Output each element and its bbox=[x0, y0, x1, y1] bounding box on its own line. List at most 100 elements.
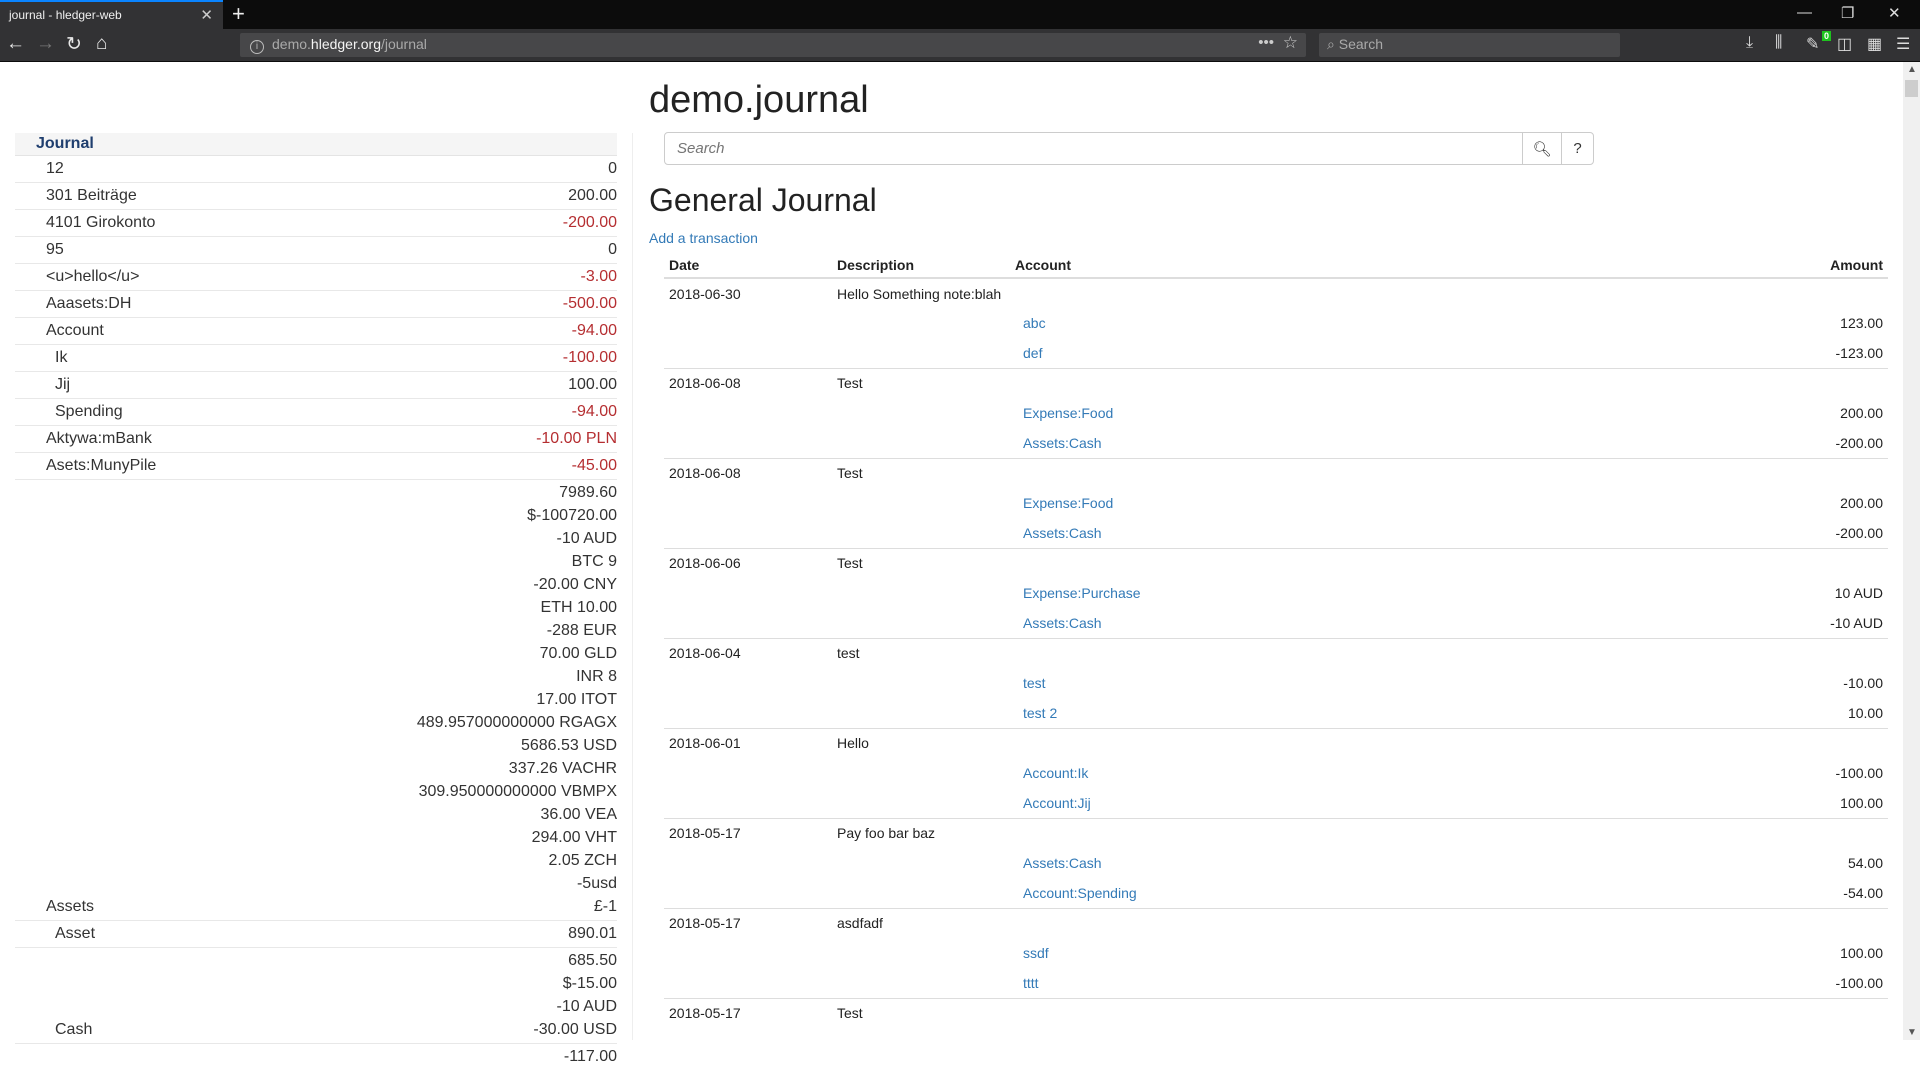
posting-account-link[interactable]: Assets:Cash bbox=[1023, 524, 1102, 541]
posting-amount: -123.00 bbox=[1835, 344, 1883, 361]
account-name[interactable]: Ik bbox=[15, 343, 265, 371]
posting-amount: 200.00 bbox=[1840, 405, 1883, 421]
transaction-row[interactable]: 2018-06-01 Hello bbox=[664, 727, 1888, 758]
account-name[interactable] bbox=[15, 1042, 265, 1070]
transaction-row[interactable]: 2018-06-08 Test bbox=[664, 367, 1888, 398]
transaction-row[interactable]: 2018-06-30 Hello Something note:blah bbox=[664, 277, 1888, 308]
posting-account-link[interactable]: Expense:Food bbox=[1023, 405, 1114, 421]
balance-amount: -10 AUD bbox=[556, 529, 617, 547]
minimize-icon[interactable]: — bbox=[1797, 4, 1812, 21]
transaction-row[interactable]: 2018-06-08 Test bbox=[664, 457, 1888, 488]
posting-account-link[interactable]: def bbox=[1023, 344, 1043, 361]
account-row: <u>hello</u> -3.00 bbox=[15, 262, 617, 290]
posting-amount: 123.00 bbox=[1840, 315, 1883, 331]
scroll-thumb[interactable] bbox=[1905, 80, 1918, 97]
posting-account-link[interactable]: Assets:Cash bbox=[1023, 434, 1102, 451]
transaction-description: Pay foo bar baz bbox=[832, 817, 1888, 848]
account-name[interactable]: 301 Beiträge bbox=[15, 181, 265, 209]
posting-account-link[interactable]: tttt bbox=[1023, 974, 1039, 991]
blank-cell bbox=[664, 938, 832, 968]
download-icon[interactable]: ⤓ bbox=[1746, 34, 1754, 51]
account-name[interactable]: Spending bbox=[15, 397, 265, 425]
balance-amount: 17.00 ITOT bbox=[536, 690, 617, 708]
posting-account-link[interactable]: Assets:Cash bbox=[1023, 855, 1102, 871]
blank-cell bbox=[832, 428, 1010, 458]
close-window-icon[interactable]: ✕ bbox=[1888, 5, 1901, 22]
forward-icon[interactable]: → bbox=[36, 33, 55, 54]
url-host: hledger.org bbox=[310, 36, 381, 52]
blank-cell bbox=[664, 578, 832, 608]
library-icon[interactable]: ⫼ bbox=[1775, 34, 1783, 51]
balance-amount: ETH 10.00 bbox=[540, 598, 617, 616]
balance-amount: -10 AUD bbox=[556, 997, 617, 1015]
posting-account-link[interactable]: abc bbox=[1023, 315, 1046, 331]
transaction-row[interactable]: 2018-05-17 asdfadf bbox=[664, 907, 1888, 938]
account-balance: -94.00 bbox=[264, 397, 617, 425]
posting-account-link[interactable]: Expense:Purchase bbox=[1023, 585, 1141, 601]
balance-amount: -100.00 bbox=[562, 348, 617, 366]
account-name[interactable]: Assets bbox=[15, 478, 265, 920]
browser-tab[interactable]: journal - hledger-web ✕ bbox=[0, 0, 223, 29]
column-date: Date bbox=[664, 252, 832, 279]
account-name[interactable]: Aktywa:mBank bbox=[15, 424, 265, 452]
account-name[interactable]: Asets:MunyPile bbox=[15, 451, 265, 479]
posting-account-link[interactable]: ssdf bbox=[1023, 945, 1049, 961]
add-transaction-link[interactable]: Add a transaction bbox=[649, 230, 758, 246]
account-name[interactable]: 95 bbox=[15, 235, 265, 263]
account-name[interactable]: Asset bbox=[15, 919, 265, 947]
scroll-down-icon[interactable]: ▼ bbox=[1907, 1027, 1917, 1038]
account-name[interactable]: <u>hello</u> bbox=[15, 262, 265, 290]
search-button[interactable]: 🔍︎ bbox=[1522, 133, 1561, 164]
posting-account-link[interactable]: Expense:Food bbox=[1023, 495, 1114, 511]
transaction-row[interactable]: 2018-05-17 Pay foo bar baz bbox=[664, 817, 1888, 848]
account-name[interactable]: 4101 Girokonto bbox=[15, 208, 265, 236]
posting-account-link[interactable]: Assets:Cash bbox=[1023, 614, 1102, 631]
transaction-description: Test bbox=[832, 367, 1888, 398]
balance-amount: INR 8 bbox=[576, 667, 617, 685]
sidebar-icon[interactable]: ◫ bbox=[1837, 36, 1853, 53]
web-search-box[interactable]: ⌕ Search bbox=[1319, 33, 1620, 57]
search-input[interactable] bbox=[665, 133, 1522, 164]
transaction-description: Hello bbox=[832, 727, 1888, 758]
account-name[interactable]: Aaasets:DH bbox=[15, 289, 265, 317]
bookmark-star-icon[interactable]: ☆ bbox=[1282, 33, 1298, 52]
info-icon[interactable]: i bbox=[250, 40, 264, 54]
transaction-row[interactable]: 2018-06-06 Test bbox=[664, 547, 1888, 578]
balance-amount: -500.00 bbox=[562, 294, 617, 312]
balance-amount: 70.00 GLD bbox=[539, 644, 617, 662]
posting-account-link[interactable]: Account:Jij bbox=[1023, 794, 1091, 811]
containers-icon[interactable]: ▦ bbox=[1867, 36, 1883, 53]
scroll-up-icon[interactable]: ▲ bbox=[1907, 64, 1917, 75]
blank-cell bbox=[664, 338, 832, 368]
transaction-row[interactable]: 2018-06-04 test bbox=[664, 637, 1888, 668]
restore-icon[interactable]: ❐ bbox=[1841, 5, 1855, 22]
home-icon[interactable]: ⌂ bbox=[96, 33, 108, 54]
account-name[interactable]: Jij bbox=[15, 370, 265, 398]
posting-amount: -10.00 bbox=[1843, 675, 1883, 691]
posting-account-link[interactable]: Account:Spending bbox=[1023, 884, 1137, 901]
account-name[interactable]: 12 bbox=[15, 154, 265, 182]
transaction-date: 2018-06-06 bbox=[664, 547, 832, 578]
account-name[interactable]: Cash bbox=[15, 946, 265, 1043]
new-tab-icon[interactable]: + bbox=[232, 1, 245, 26]
back-icon[interactable]: ← bbox=[6, 33, 25, 54]
blank-cell bbox=[832, 518, 1010, 548]
browser-tab-bar: journal - hledger-web ✕ + — ❐ ✕ bbox=[0, 0, 1920, 29]
account-name[interactable]: Account bbox=[15, 316, 265, 344]
transaction-row[interactable]: 2018-05-17 Test bbox=[664, 997, 1888, 1028]
posting-account-link[interactable]: Account:Ik bbox=[1023, 765, 1089, 781]
url-bar[interactable]: i demo.hledger.org/journal ••• ☆ bbox=[240, 33, 1306, 57]
sidebar-journal-link[interactable]: Journal bbox=[15, 133, 617, 156]
more-actions-icon[interactable]: ••• bbox=[1258, 34, 1274, 51]
posting-account-link[interactable]: test 2 bbox=[1023, 704, 1058, 721]
extension-icon[interactable]: ✎ bbox=[1806, 36, 1820, 53]
posting-amount: 200.00 bbox=[1840, 495, 1883, 511]
posting-account-link[interactable]: test bbox=[1023, 675, 1046, 691]
blank-cell bbox=[832, 578, 1010, 608]
help-button[interactable]: ? bbox=[1561, 133, 1593, 164]
scrollbar[interactable]: ▲ ▼ bbox=[1903, 62, 1920, 1040]
menu-icon[interactable]: ☰ bbox=[1896, 36, 1911, 53]
close-tab-icon[interactable]: ✕ bbox=[200, 7, 213, 24]
reload-icon[interactable]: ↻ bbox=[66, 34, 82, 55]
posting-row: test 2 10.00 bbox=[664, 698, 1888, 728]
